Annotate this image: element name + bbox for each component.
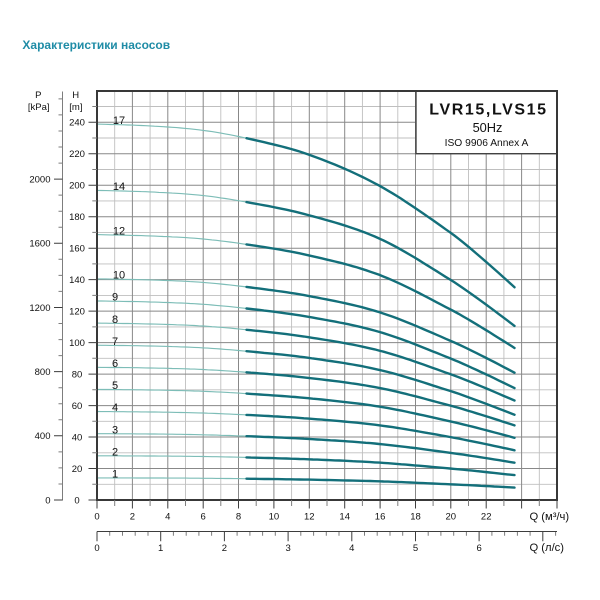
svg-text:240: 240 bbox=[69, 118, 85, 129]
svg-text:8: 8 bbox=[112, 314, 118, 326]
svg-text:10: 10 bbox=[113, 270, 125, 282]
svg-text:4: 4 bbox=[349, 543, 354, 554]
svg-text:6: 6 bbox=[112, 358, 118, 370]
svg-text:1: 1 bbox=[112, 469, 118, 481]
svg-text:P: P bbox=[35, 90, 41, 101]
svg-text:2: 2 bbox=[222, 543, 227, 554]
svg-text:160: 160 bbox=[69, 244, 85, 255]
svg-text:[m]: [m] bbox=[69, 102, 82, 113]
svg-text:1: 1 bbox=[158, 543, 163, 554]
svg-text:22: 22 bbox=[481, 512, 492, 523]
svg-text:4: 4 bbox=[165, 512, 170, 523]
svg-text:H: H bbox=[72, 90, 79, 101]
svg-text:9: 9 bbox=[112, 292, 118, 304]
svg-text:17: 17 bbox=[113, 115, 125, 127]
svg-text:120: 120 bbox=[69, 307, 85, 318]
svg-text:5: 5 bbox=[112, 380, 118, 392]
svg-text:Характеристики насосов: Характеристики насосов bbox=[22, 38, 170, 52]
svg-text:6: 6 bbox=[476, 543, 481, 554]
svg-text:1200: 1200 bbox=[29, 303, 50, 314]
svg-text:3: 3 bbox=[112, 424, 118, 436]
svg-text:1600: 1600 bbox=[29, 239, 50, 250]
svg-text:400: 400 bbox=[35, 431, 51, 442]
svg-text:800: 800 bbox=[35, 367, 51, 378]
svg-text:60: 60 bbox=[72, 401, 83, 412]
svg-text:8: 8 bbox=[236, 512, 241, 523]
svg-text:50Hz: 50Hz bbox=[473, 120, 503, 135]
svg-text:200: 200 bbox=[69, 181, 85, 192]
svg-text:14: 14 bbox=[339, 512, 350, 523]
svg-text:6: 6 bbox=[201, 512, 206, 523]
svg-text:16: 16 bbox=[375, 512, 386, 523]
svg-text:[kPa]: [kPa] bbox=[28, 102, 50, 113]
svg-text:20: 20 bbox=[446, 512, 457, 523]
svg-text:40: 40 bbox=[72, 432, 83, 443]
svg-text:220: 220 bbox=[69, 149, 85, 160]
svg-text:10: 10 bbox=[269, 512, 280, 523]
svg-text:3: 3 bbox=[285, 543, 290, 554]
svg-text:0: 0 bbox=[74, 495, 79, 506]
svg-text:20: 20 bbox=[72, 464, 83, 475]
svg-text:4: 4 bbox=[112, 402, 118, 414]
svg-text:0: 0 bbox=[45, 495, 50, 506]
svg-text:2: 2 bbox=[130, 512, 135, 523]
svg-text:180: 180 bbox=[69, 212, 85, 223]
svg-text:2: 2 bbox=[112, 447, 118, 459]
svg-text:80: 80 bbox=[72, 370, 83, 381]
svg-text:12: 12 bbox=[304, 512, 315, 523]
svg-text:7: 7 bbox=[112, 336, 118, 348]
svg-text:Q (м³/ч): Q (м³/ч) bbox=[530, 511, 570, 523]
svg-text:100: 100 bbox=[69, 338, 85, 349]
svg-text:Q (л/с): Q (л/с) bbox=[530, 542, 565, 554]
svg-text:0: 0 bbox=[94, 543, 99, 554]
svg-text:LVR15,LVS15: LVR15,LVS15 bbox=[429, 101, 547, 118]
svg-text:14: 14 bbox=[113, 181, 125, 193]
svg-text:0: 0 bbox=[94, 512, 99, 523]
svg-text:140: 140 bbox=[69, 275, 85, 286]
svg-text:ISO 9906 Annex A: ISO 9906 Annex A bbox=[445, 138, 529, 149]
svg-text:2000: 2000 bbox=[29, 175, 50, 186]
svg-text:12: 12 bbox=[113, 225, 125, 237]
svg-text:18: 18 bbox=[410, 512, 421, 523]
svg-text:5: 5 bbox=[413, 543, 418, 554]
